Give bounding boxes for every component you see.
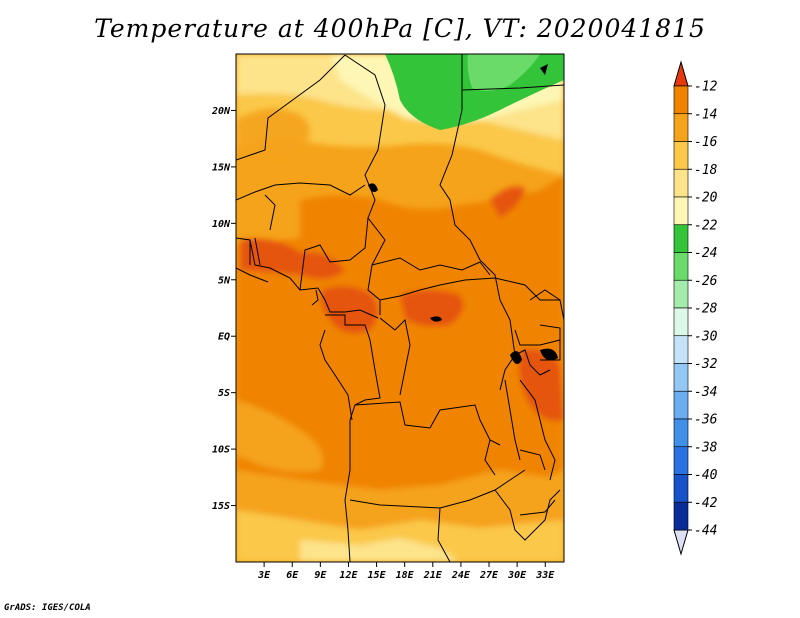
longitude-axis: 3E 6E 9E 12E 15E 18E 21E 24E 27E 30E 33E	[257, 562, 555, 581]
field-band-16-northwest	[236, 108, 310, 165]
field-band-20-south	[300, 538, 460, 562]
colorbar-label: -16	[694, 135, 718, 150]
field-spot-12-congo	[400, 290, 464, 327]
colorbar-segment	[673, 196, 689, 226]
colorbar-label: -42	[694, 496, 718, 511]
colorbar-label: -14	[694, 107, 717, 122]
lat-tick-label: 15S	[212, 501, 230, 512]
temperature-field	[236, 54, 564, 562]
colorbar-segment	[673, 113, 689, 142]
lon-tick-label: 21E	[423, 570, 443, 581]
lon-tick-label: 15E	[368, 570, 387, 581]
colorbar-label: -12	[694, 80, 718, 95]
colorbar-label: -44	[694, 524, 717, 539]
colorbar-segment	[673, 224, 689, 253]
colorbar-label: -40	[694, 468, 718, 483]
colorbar-segment	[673, 279, 689, 309]
colorbar-segment	[673, 418, 689, 448]
field-band-26	[467, 54, 540, 91]
colorbar-bottom-arrow	[673, 529, 689, 556]
colorbar-label: -38	[694, 440, 718, 455]
colorbar-segment	[673, 501, 689, 531]
colorbar-segment	[673, 141, 689, 170]
map-frame	[235, 53, 565, 563]
lon-tick-label: 9E	[314, 570, 327, 581]
lon-tick-label: 27E	[479, 570, 499, 581]
colorbar-label: -32	[694, 357, 718, 372]
lat-tick-label: 15N	[212, 162, 231, 173]
colorbar-label: -30	[694, 329, 718, 344]
lakes	[368, 64, 558, 364]
field-spot-12-west	[240, 238, 345, 279]
field-spot-12-east	[518, 349, 564, 421]
map-title: Temperature at 400hPa [C], VT: 202004181…	[94, 14, 706, 43]
colorbar-label: -22	[694, 218, 718, 233]
field-spot-12-cameroon	[321, 286, 379, 334]
lat-tick-label: 5N	[218, 275, 231, 286]
field-spot-12-sudan	[490, 186, 525, 218]
field-band-16-southwest	[236, 400, 323, 472]
lon-tick-label: 30E	[507, 570, 527, 581]
colorbar-segment	[673, 307, 689, 337]
colorbar-segment	[673, 252, 689, 281]
colorbar-segment	[673, 168, 689, 198]
colorbar-segment	[673, 85, 689, 115]
colorbar-label: -24	[694, 246, 717, 261]
lon-tick-label: 3E	[257, 570, 271, 581]
lat-tick-label: 10N	[212, 219, 231, 230]
lon-tick-label: 18E	[396, 570, 415, 581]
latitude-axis: 20N 15N 10N 5N EQ 5S 10S 15S	[211, 106, 236, 512]
colorbar-label: -20	[694, 191, 718, 206]
colorbar-top-arrow	[673, 60, 689, 87]
lat-tick-label: 20N	[211, 106, 231, 117]
lat-tick-label: 10S	[212, 445, 230, 456]
lon-tick-label: 33E	[535, 570, 555, 581]
lon-tick-label: 6E	[286, 570, 299, 581]
colorbar-label: -18	[694, 163, 718, 178]
colorbar: -12 -14 -16 -18 -20 -22 -24 -26 -28 -30 -32 -34 -36 -…	[673, 60, 718, 556]
colorbar-segment	[673, 446, 689, 475]
colorbar-segment	[673, 390, 689, 420]
lat-tick-label: EQ	[218, 332, 230, 343]
colorbar-segment	[673, 474, 689, 503]
lat-tick-label: 5S	[218, 388, 230, 399]
colorbar-label: -36	[694, 413, 718, 428]
country-borders	[236, 54, 564, 562]
lon-tick-label: 12E	[339, 570, 358, 581]
credit-text: GrADS: IGES/COLA	[4, 603, 91, 613]
colorbar-label: -34	[694, 385, 717, 400]
colorbar-segment	[673, 363, 689, 392]
lon-tick-label: 24E	[451, 570, 471, 581]
colorbar-label: -28	[694, 302, 718, 317]
colorbar-segment	[673, 335, 689, 364]
colorbar-label: -26	[694, 274, 718, 289]
